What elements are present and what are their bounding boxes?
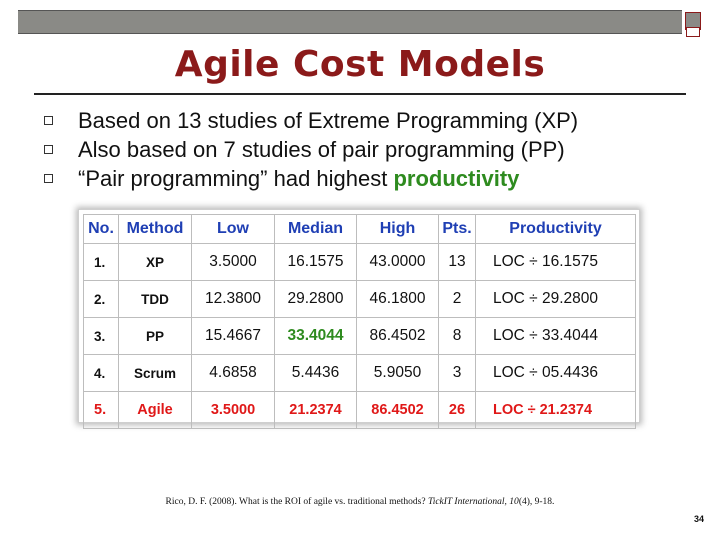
- citation-text: Rico, D. F. (2008). What is the ROI of a…: [165, 497, 428, 507]
- header-productivity: Productivity: [475, 214, 636, 244]
- cell-median: 16.1575: [274, 243, 357, 281]
- page-number: 34: [693, 514, 704, 524]
- citation-journal: TickIT International, 10: [427, 497, 519, 507]
- bullet-list: Based on 13 studies of Extreme Programmi…: [44, 106, 578, 193]
- cell-low: 4.6858: [191, 354, 275, 392]
- cell-no: 3.: [83, 317, 119, 355]
- cell-method: TDD: [118, 280, 192, 318]
- cell-productivity: LOC ÷ 05.4436: [475, 354, 636, 392]
- cell-median: 21.2374: [274, 391, 357, 429]
- cell-median: 29.2800: [274, 280, 357, 318]
- bullet-item: Also based on 7 studies of pair programm…: [44, 135, 578, 164]
- cell-pts: 26: [438, 391, 476, 429]
- header-low: Low: [191, 214, 275, 244]
- header-no: No.: [83, 214, 119, 244]
- table-row: 1. XP 3.5000 16.1575 43.0000 13 LOC ÷ 16…: [83, 243, 636, 281]
- table-row: 2. TDD 12.3800 29.2800 46.1800 2 LOC ÷ 2…: [83, 280, 636, 318]
- cell-low: 12.3800: [191, 280, 275, 318]
- bullet-text: “Pair programming” had highest productiv…: [78, 166, 519, 192]
- header-pts: Pts.: [438, 214, 476, 244]
- header-high: High: [356, 214, 439, 244]
- cell-low: 15.4667: [191, 317, 275, 355]
- cell-median-highlight: 33.4044: [274, 317, 357, 355]
- title-divider: [34, 93, 686, 95]
- cell-high: 86.4502: [356, 317, 439, 355]
- cell-pts: 8: [438, 317, 476, 355]
- top-decor-bar: [18, 10, 682, 34]
- table-row-total: 5. Agile 3.5000 21.2374 86.4502 26 LOC ÷…: [83, 391, 636, 429]
- cell-high: 86.4502: [356, 391, 439, 429]
- citation-issue: (4), 9-18.: [518, 497, 555, 507]
- cell-method: Agile: [118, 391, 192, 429]
- cell-method: PP: [118, 317, 192, 355]
- citation: Rico, D. F. (2008). What is the ROI of a…: [0, 497, 720, 507]
- bullet-item: “Pair programming” had highest productiv…: [44, 164, 578, 193]
- cell-high: 5.9050: [356, 354, 439, 392]
- cell-no: 2.: [83, 280, 119, 318]
- bullet-text: Based on 13 studies of Extreme Programmi…: [78, 107, 579, 133]
- square-bullet-icon: [44, 116, 53, 125]
- bullet-text-plain: “Pair programming” had highest: [78, 165, 394, 191]
- square-bullet-icon: [44, 174, 53, 183]
- cell-median: 5.4436: [274, 354, 357, 392]
- cell-pts: 3: [438, 354, 476, 392]
- cell-low: 3.5000: [191, 243, 275, 281]
- header-median: Median: [274, 214, 357, 244]
- table-row: 3. PP 15.4667 33.4044 86.4502 8 LOC ÷ 33…: [83, 317, 636, 355]
- cell-pts: 13: [438, 243, 476, 281]
- slide-title: Agile Cost Models: [174, 44, 546, 85]
- cell-no: 1.: [83, 243, 119, 281]
- cell-high: 46.1800: [356, 280, 439, 318]
- bullet-text: Also based on 7 studies of pair programm…: [78, 136, 565, 162]
- cell-low: 3.5000: [191, 391, 275, 429]
- square-bullet-icon: [44, 145, 53, 154]
- corner-decor-box-small: [686, 27, 700, 37]
- table-row: 4. Scrum 4.6858 5.4436 5.9050 3 LOC ÷ 05…: [83, 354, 636, 392]
- cell-productivity: LOC ÷ 16.1575: [475, 243, 636, 281]
- table-header-row: No. Method Low Median High Pts. Producti…: [83, 214, 636, 244]
- results-table-frame: No. Method Low Median High Pts. Producti…: [78, 209, 640, 429]
- cell-no: 4.: [83, 354, 119, 392]
- bullet-highlight: productivity: [393, 165, 520, 191]
- results-table: No. Method Low Median High Pts. Producti…: [83, 214, 636, 429]
- header-method: Method: [118, 214, 192, 244]
- cell-method: XP: [118, 243, 192, 281]
- bullet-item: Based on 13 studies of Extreme Programmi…: [44, 106, 578, 135]
- cell-productivity: LOC ÷ 33.4044: [475, 317, 636, 355]
- cell-pts: 2: [438, 280, 476, 318]
- cell-high: 43.0000: [356, 243, 439, 281]
- cell-method: Scrum: [118, 354, 192, 392]
- cell-productivity: LOC ÷ 29.2800: [475, 280, 636, 318]
- cell-productivity: LOC ÷ 21.2374: [475, 391, 636, 429]
- cell-no: 5.: [83, 391, 119, 429]
